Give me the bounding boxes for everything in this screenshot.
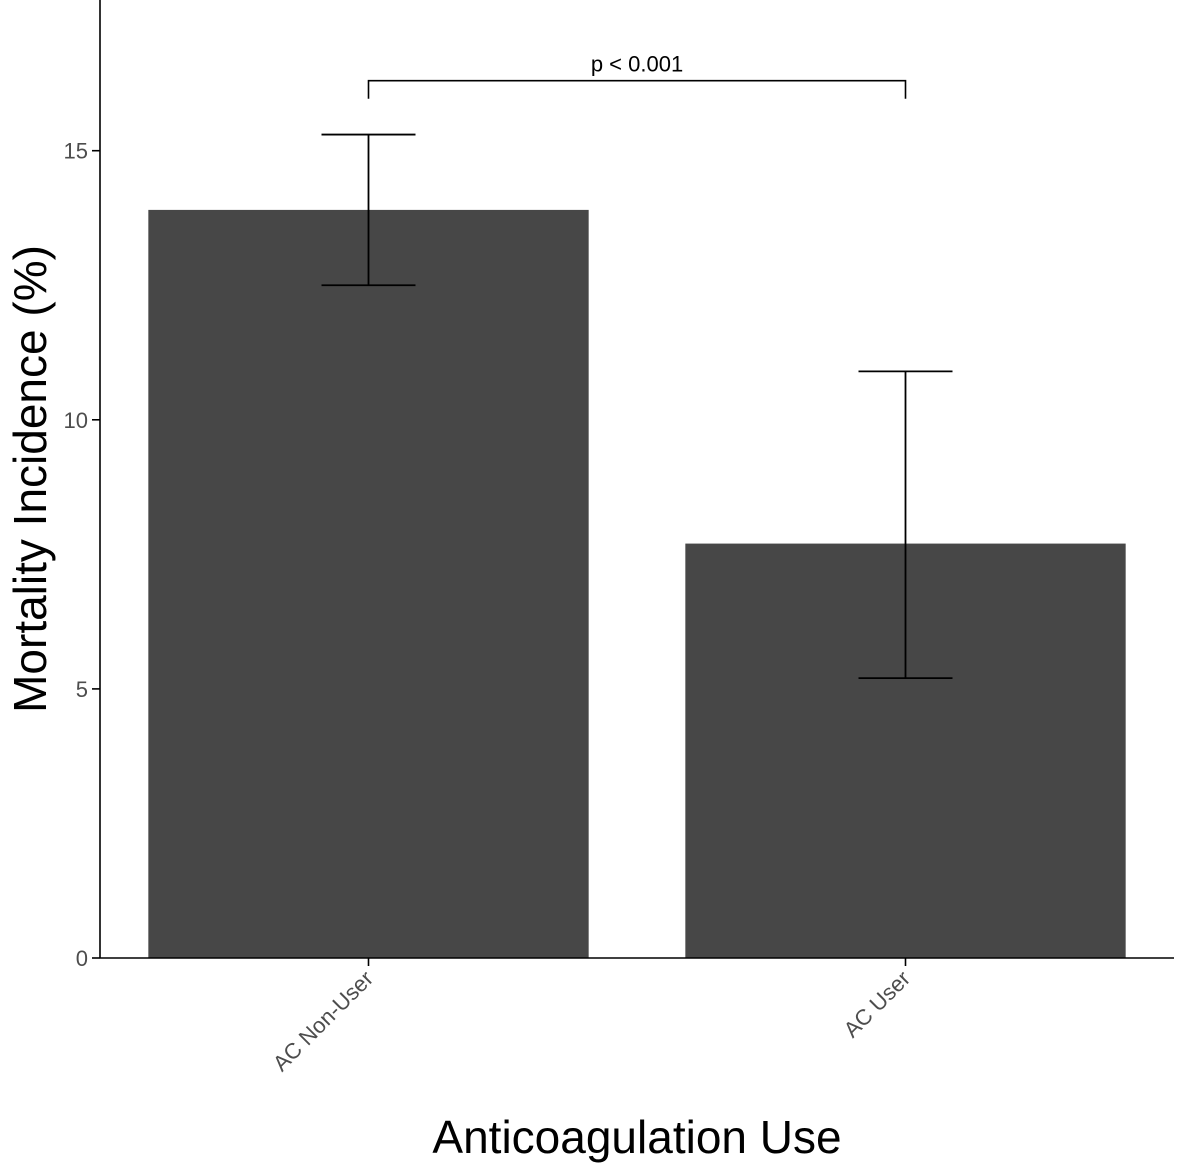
bars-layer bbox=[148, 209, 1126, 959]
bar-ac-non-user bbox=[148, 209, 589, 959]
y-tick-label: 15 bbox=[64, 139, 88, 164]
significance-annotation: p < 0.001 bbox=[367, 52, 907, 99]
x-ticks-layer: AC Non-User AC User bbox=[268, 958, 915, 1076]
error-bar-ac-user bbox=[858, 370, 953, 680]
significance-label: p < 0.001 bbox=[591, 52, 683, 77]
y-tick-label: 10 bbox=[64, 408, 88, 433]
error-bar-ac-non-user bbox=[321, 133, 416, 287]
significance-bracket bbox=[367, 79, 907, 99]
x-tick-label: AC Non-User bbox=[268, 966, 378, 1076]
error-bars-layer bbox=[321, 133, 953, 680]
y-tick-label: 0 bbox=[76, 946, 88, 971]
x-axis-title: Anticoagulation Use bbox=[432, 1111, 841, 1163]
y-ticks-layer: 0 5 10 15 bbox=[64, 139, 100, 971]
x-tick-label: AC User bbox=[839, 966, 915, 1042]
y-tick-label: 5 bbox=[76, 677, 88, 702]
y-axis-title: Mortality Incidence (%) bbox=[4, 245, 56, 713]
axes-layer bbox=[99, 0, 1174, 959]
